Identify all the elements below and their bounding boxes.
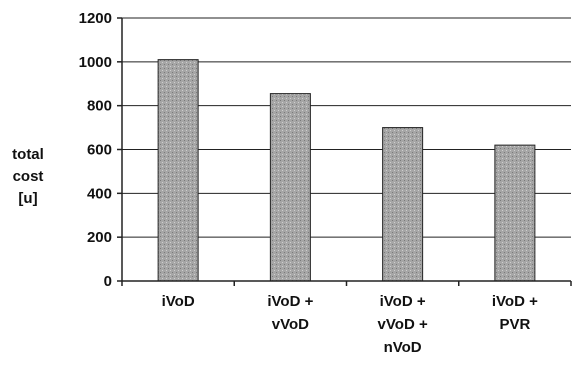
bar [157, 59, 199, 282]
x-category-label: nVoD [384, 339, 422, 356]
bar [269, 93, 311, 282]
x-category-labels: iVoD iVoD + vVoD iVoD + vVoD + nVoD iVoD + PVR [162, 293, 539, 356]
bars [157, 59, 536, 282]
x-category-label: PVR [499, 316, 530, 333]
y-tick-label: 400 [87, 185, 112, 202]
y-tick-label: 600 [87, 142, 112, 159]
y-axis-label: total cost [u] [0, 144, 56, 210]
x-category-label: iVoD + [492, 293, 538, 310]
y-tick-label: 800 [87, 98, 112, 115]
y-tick-label: 0 [104, 273, 112, 290]
axes [117, 17, 572, 286]
y-axis-label-line-1: total [12, 146, 44, 163]
y-tick-label: 1000 [79, 54, 112, 71]
y-tick-label: 200 [87, 229, 112, 246]
y-axis-label-line-3: [u] [18, 190, 38, 207]
x-category-label: iVoD + [380, 293, 426, 310]
bar [382, 127, 424, 282]
y-tick-labels: 0 200 400 600 800 1000 1200 [79, 10, 112, 290]
x-category-label: iVoD [162, 293, 195, 310]
y-axis-label-line-2: cost [12, 168, 44, 185]
x-category-label: iVoD + [267, 293, 313, 310]
x-category-label: vVoD + [378, 316, 428, 333]
x-category-label: vVoD [272, 316, 309, 333]
bar [494, 144, 536, 282]
y-tick-label: 1200 [79, 10, 112, 27]
